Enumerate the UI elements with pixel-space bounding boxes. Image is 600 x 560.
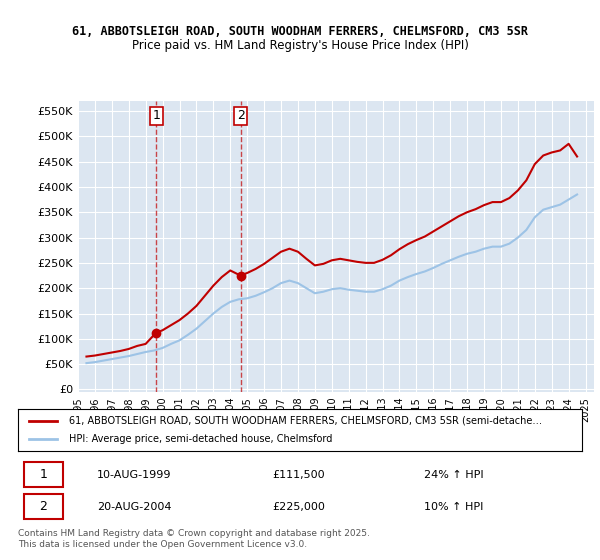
Text: 1: 1 — [40, 468, 47, 481]
Text: Contains HM Land Registry data © Crown copyright and database right 2025.
This d: Contains HM Land Registry data © Crown c… — [18, 529, 370, 549]
FancyBboxPatch shape — [23, 494, 63, 519]
Text: 20-AUG-2004: 20-AUG-2004 — [97, 502, 172, 511]
Text: 10% ↑ HPI: 10% ↑ HPI — [424, 502, 484, 511]
Text: HPI: Average price, semi-detached house, Chelmsford: HPI: Average price, semi-detached house,… — [69, 434, 332, 444]
Text: 2: 2 — [40, 500, 47, 513]
FancyBboxPatch shape — [23, 463, 63, 487]
Text: 10-AUG-1999: 10-AUG-1999 — [97, 470, 172, 479]
Text: £225,000: £225,000 — [272, 502, 325, 511]
Text: 1: 1 — [152, 110, 160, 123]
Text: 24% ↑ HPI: 24% ↑ HPI — [424, 470, 484, 479]
Text: 2: 2 — [237, 110, 245, 123]
Text: £111,500: £111,500 — [272, 470, 325, 479]
Text: Price paid vs. HM Land Registry's House Price Index (HPI): Price paid vs. HM Land Registry's House … — [131, 39, 469, 52]
Text: 61, ABBOTSLEIGH ROAD, SOUTH WOODHAM FERRERS, CHELMSFORD, CM3 5SR (semi-detache…: 61, ABBOTSLEIGH ROAD, SOUTH WOODHAM FERR… — [69, 416, 542, 426]
Text: 61, ABBOTSLEIGH ROAD, SOUTH WOODHAM FERRERS, CHELMSFORD, CM3 5SR: 61, ABBOTSLEIGH ROAD, SOUTH WOODHAM FERR… — [72, 25, 528, 38]
